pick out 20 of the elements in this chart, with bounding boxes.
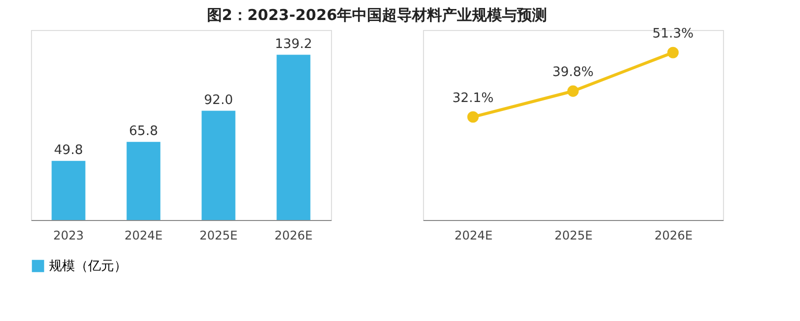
x-tick-label: 2023 (53, 228, 84, 242)
x-tick-label: 2025E (554, 228, 593, 242)
bar (52, 160, 86, 220)
data-label: 92.0 (204, 92, 233, 108)
text: 图2：2023-2026年中国超导材料产业规模与预测 (206, 6, 548, 24)
x-tick-label: 2025E (199, 228, 238, 242)
x-tick-label: 2024E (124, 228, 163, 242)
data-label: 65.8 (129, 124, 158, 139)
data-label: 49.8 (54, 142, 83, 158)
bar (202, 110, 236, 220)
x-tick-label: 2026E (274, 228, 313, 242)
bar (126, 142, 160, 220)
bar (276, 54, 310, 220)
legend-label: 规模（亿元） (49, 259, 127, 274)
data-label: 139.2 (274, 36, 312, 52)
x-tick-label: 2026E (654, 228, 693, 242)
data-label: 32.1% (452, 90, 494, 106)
data-label: 39.8% (552, 65, 594, 80)
data-label: 51.3% (652, 26, 694, 42)
x-tick-label: 2024E (454, 228, 493, 242)
